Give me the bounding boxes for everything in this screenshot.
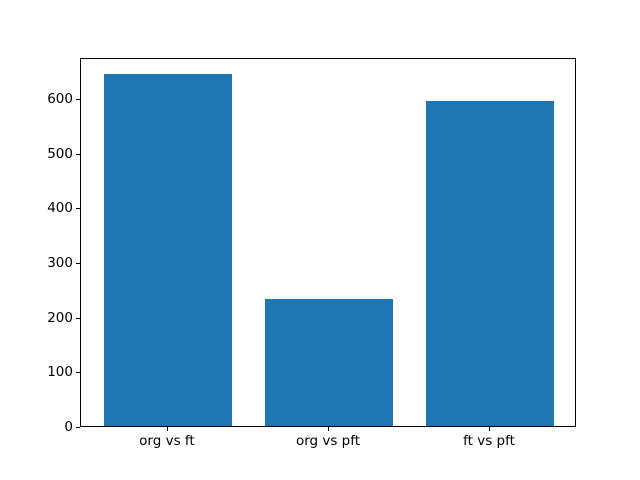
y-tick-mark [76,426,80,428]
y-tick-mark [76,99,80,101]
x-tick-mark [489,427,491,432]
bar-ft-vs-pft [425,101,555,427]
bar-org-vs-pft [264,299,394,427]
y-tick-label: 600 [47,91,73,108]
bar-org-vs-ft [103,74,233,427]
x-tick-label: org vs pft [295,432,361,449]
x-tick-mark [166,427,168,432]
y-tick-label: 500 [47,145,73,162]
y-tick-mark [76,153,80,155]
y-tick-mark [76,262,80,264]
x-tick-label: org vs ft [139,432,195,449]
x-tick-label: ft vs pft [463,432,515,449]
y-tick-mark [76,372,80,374]
y-tick-mark [76,208,80,210]
y-tick-label: 200 [47,309,73,326]
y-tick-label: 300 [47,254,73,271]
x-tick-mark [328,427,329,432]
y-tick-label: 400 [47,200,73,217]
y-tick-label: 100 [47,364,73,381]
y-tick-label: 0 [64,418,73,435]
y-tick-mark [76,317,80,319]
plot-area [80,57,576,428]
